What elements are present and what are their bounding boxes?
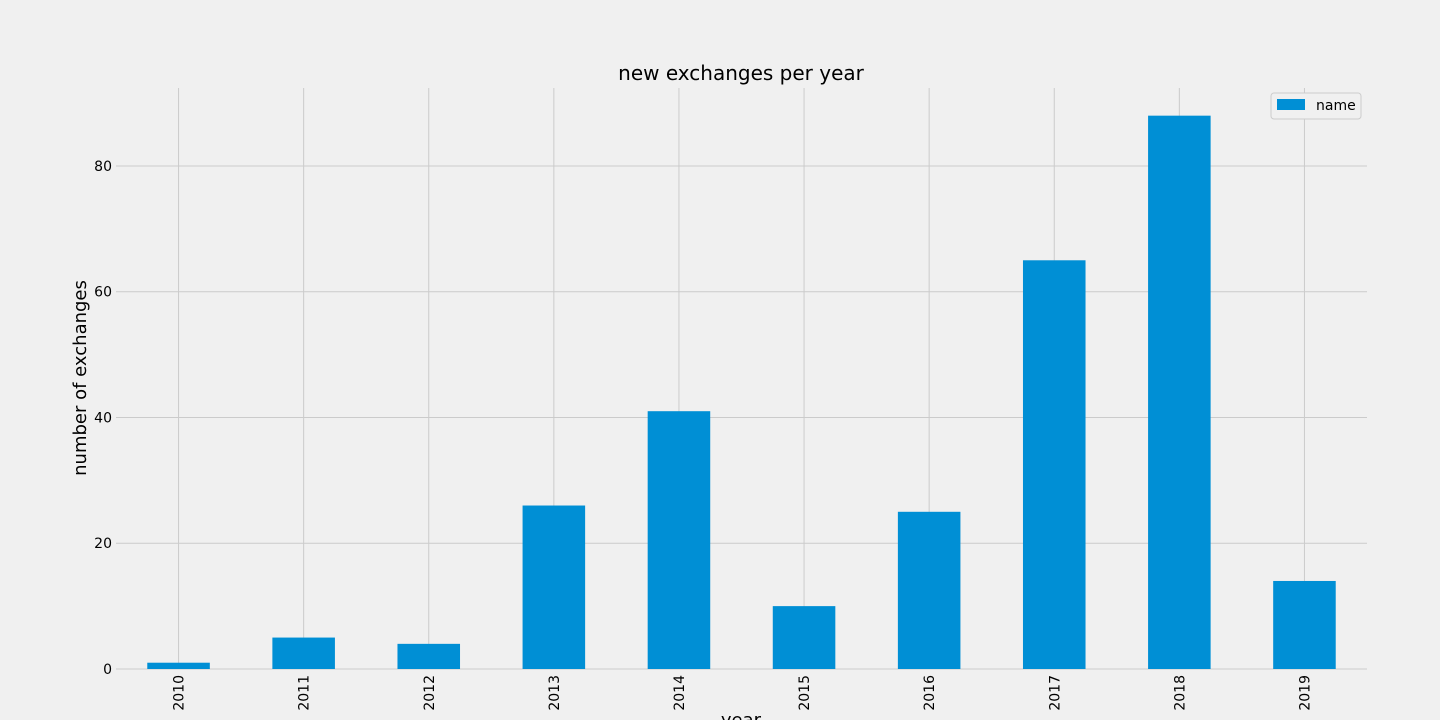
bars (147, 115, 1336, 669)
y-tick-label: 40 (94, 410, 112, 426)
x-axis-ticks: 2010 2011 2012 2013 2014 2015 2016 2017 2018 2019 (172, 675, 1314, 711)
x-tick-label: 2014 (672, 675, 688, 711)
bar (1273, 580, 1336, 669)
y-axis-ticks: 0 20 40 60 80 (94, 159, 112, 678)
x-tick-label: 2011 (297, 675, 313, 711)
legend-label: name (1316, 98, 1356, 114)
y-tick-label: 60 (94, 285, 112, 301)
legend-swatch (1277, 99, 1305, 110)
x-axis-label: year (721, 710, 762, 720)
bar (522, 505, 586, 669)
y-tick-label: 80 (94, 159, 112, 175)
x-tick-label: 2016 (922, 675, 938, 711)
y-tick-label: 0 (103, 662, 112, 678)
bar (897, 511, 961, 669)
bar (272, 637, 335, 669)
chart-title: new exchanges per year (618, 61, 864, 85)
x-tick-label: 2012 (422, 675, 438, 711)
bar (772, 606, 836, 669)
x-tick-label: 2019 (1297, 675, 1313, 711)
x-tick-label: 2015 (797, 675, 813, 711)
bar (1022, 260, 1086, 669)
bar (647, 411, 711, 669)
x-tick-label: 2013 (547, 675, 563, 711)
bar (1148, 115, 1211, 669)
x-tick-label: 2010 (172, 675, 188, 711)
legend: name (1270, 92, 1362, 120)
x-tick-label: 2018 (1172, 675, 1188, 711)
y-axis-label: number of exchanges (70, 280, 91, 476)
bar (397, 643, 461, 669)
bar (147, 662, 210, 669)
x-tick-label: 2017 (1047, 675, 1063, 711)
y-tick-label: 20 (94, 536, 112, 552)
